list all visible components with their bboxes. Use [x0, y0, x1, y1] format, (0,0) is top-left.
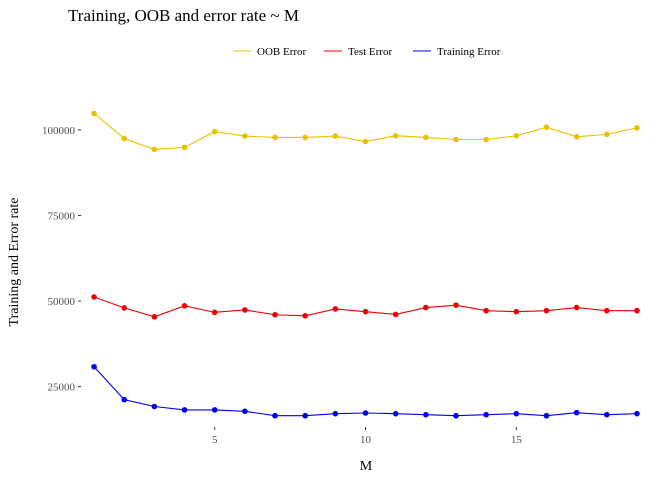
y-tick-label: 75000 [48, 210, 76, 222]
data-point [634, 307, 640, 314]
data-point [91, 294, 97, 300]
series-oob-error [91, 110, 640, 153]
data-point [634, 125, 640, 131]
data-point [272, 134, 278, 141]
legend-label: OOB Error [257, 46, 307, 58]
data-point [543, 307, 550, 314]
data-point [272, 311, 278, 318]
data-point [121, 135, 128, 142]
data-point [543, 124, 550, 130]
data-point [423, 134, 429, 141]
data-point [121, 305, 128, 311]
data-point [91, 363, 97, 370]
legend-item: OOB Error [233, 46, 307, 58]
data-point [362, 410, 369, 416]
data-point [513, 410, 520, 417]
data-point [483, 307, 489, 314]
y-tick-label: 25000 [48, 382, 76, 394]
data-point [543, 412, 550, 419]
y-axis-title: Training and Error rate [7, 198, 22, 327]
data-point [211, 407, 218, 413]
data-point [91, 110, 97, 117]
data-point [604, 131, 610, 138]
series-layer [91, 110, 640, 419]
data-point [423, 304, 429, 311]
data-point [302, 134, 309, 141]
x-tick-label: 10 [360, 434, 372, 446]
x-axis-title: M [360, 459, 373, 474]
data-point [362, 138, 369, 145]
data-point [332, 410, 339, 417]
data-point [151, 314, 158, 320]
data-point [211, 128, 218, 135]
data-point [332, 306, 339, 312]
data-point [573, 409, 580, 416]
legend-item: Test Error [324, 46, 392, 58]
x-tick-label: 15 [511, 434, 523, 446]
data-point [181, 144, 188, 151]
data-point [604, 411, 610, 418]
data-point [242, 307, 248, 313]
y-tick-label: 100000 [42, 125, 76, 137]
x-tick-label: 5 [212, 434, 218, 446]
legend-label: Training Error [437, 46, 501, 58]
data-point [302, 412, 309, 419]
x-axis: 5 10 15 [212, 427, 522, 446]
series-training-error [91, 363, 640, 419]
data-point [392, 410, 399, 417]
data-point [211, 309, 218, 316]
legend-label: Test Error [348, 46, 392, 58]
data-point [453, 412, 459, 419]
data-point [362, 308, 369, 315]
data-point [453, 136, 459, 143]
data-point [483, 411, 489, 418]
data-point [573, 304, 580, 311]
data-point [302, 312, 309, 319]
data-point [573, 133, 580, 140]
data-point [272, 412, 278, 419]
series-test-error [91, 294, 640, 320]
series-line [93, 366, 638, 417]
chart-title: Training, OOB and error rate ~ M [68, 6, 299, 25]
data-point [453, 302, 459, 308]
data-point [483, 136, 489, 143]
data-point [634, 410, 640, 417]
data-point [392, 132, 399, 139]
data-point [242, 133, 248, 139]
data-point [121, 396, 128, 403]
legend-item: Training Error [413, 46, 501, 58]
y-tick-label: 50000 [48, 296, 76, 308]
data-point [513, 132, 520, 139]
data-point [242, 408, 248, 415]
data-point [151, 403, 158, 410]
y-axis: 25000 50000 75000 100000 [42, 125, 81, 394]
data-point [423, 411, 429, 418]
data-point [181, 303, 188, 309]
legend: OOB Error Test Error Training Error [233, 46, 501, 58]
data-point [151, 146, 158, 153]
data-point [513, 308, 520, 315]
data-point [181, 407, 188, 413]
data-point [332, 133, 339, 139]
data-point [392, 311, 399, 318]
data-point [604, 307, 610, 314]
